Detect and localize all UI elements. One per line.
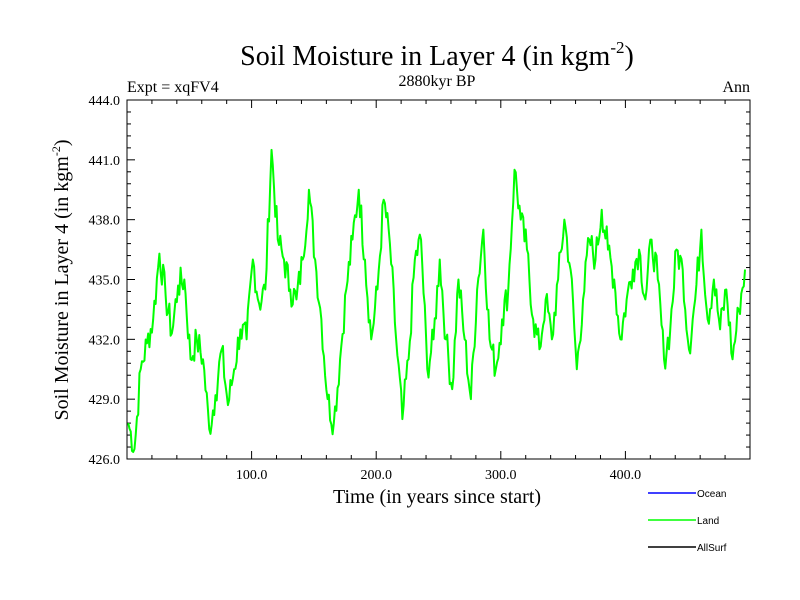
x-tick-label: 100.0 <box>236 468 268 483</box>
y-tick-label: 444.0 <box>89 94 121 109</box>
y-axis: 426.0 429.0 432.0 435.0 438.0 441.0 444.0 <box>89 94 750 468</box>
y-tick-label: 441.0 <box>89 154 121 169</box>
x-tick-label: 300.0 <box>485 468 517 483</box>
land-series-line <box>127 148 747 454</box>
chart-title: Soil Moisture in Layer 4 (in kgm-2) <box>240 38 634 72</box>
legend: Ocean Land AllSurf <box>648 489 727 554</box>
x-tick-label: 400.0 <box>610 468 642 483</box>
x-tick-label: 200.0 <box>360 468 392 483</box>
legend-ocean-label: Ocean <box>697 489 726 500</box>
subtitle: 2880kyr BP <box>399 73 476 90</box>
x-axis-label: Time (in years since start) <box>333 486 541 508</box>
legend-allsurf-label: AllSurf <box>697 543 727 554</box>
y-tick-label: 435.0 <box>89 274 121 289</box>
y-axis-label: Soil Moisture in Layer 4 (in kgm-2) <box>49 139 73 420</box>
legend-land-label: Land <box>697 516 719 527</box>
y-tick-label: 438.0 <box>89 214 121 229</box>
y-tick-label: 426.0 <box>89 453 121 468</box>
y-tick-label: 429.0 <box>89 393 121 408</box>
season-label: Ann <box>722 79 750 96</box>
x-axis: 100.0 200.0 300.0 400.0 <box>151 100 726 483</box>
expt-label: Expt = xqFV4 <box>127 79 219 96</box>
y-tick-label: 432.0 <box>89 333 121 348</box>
